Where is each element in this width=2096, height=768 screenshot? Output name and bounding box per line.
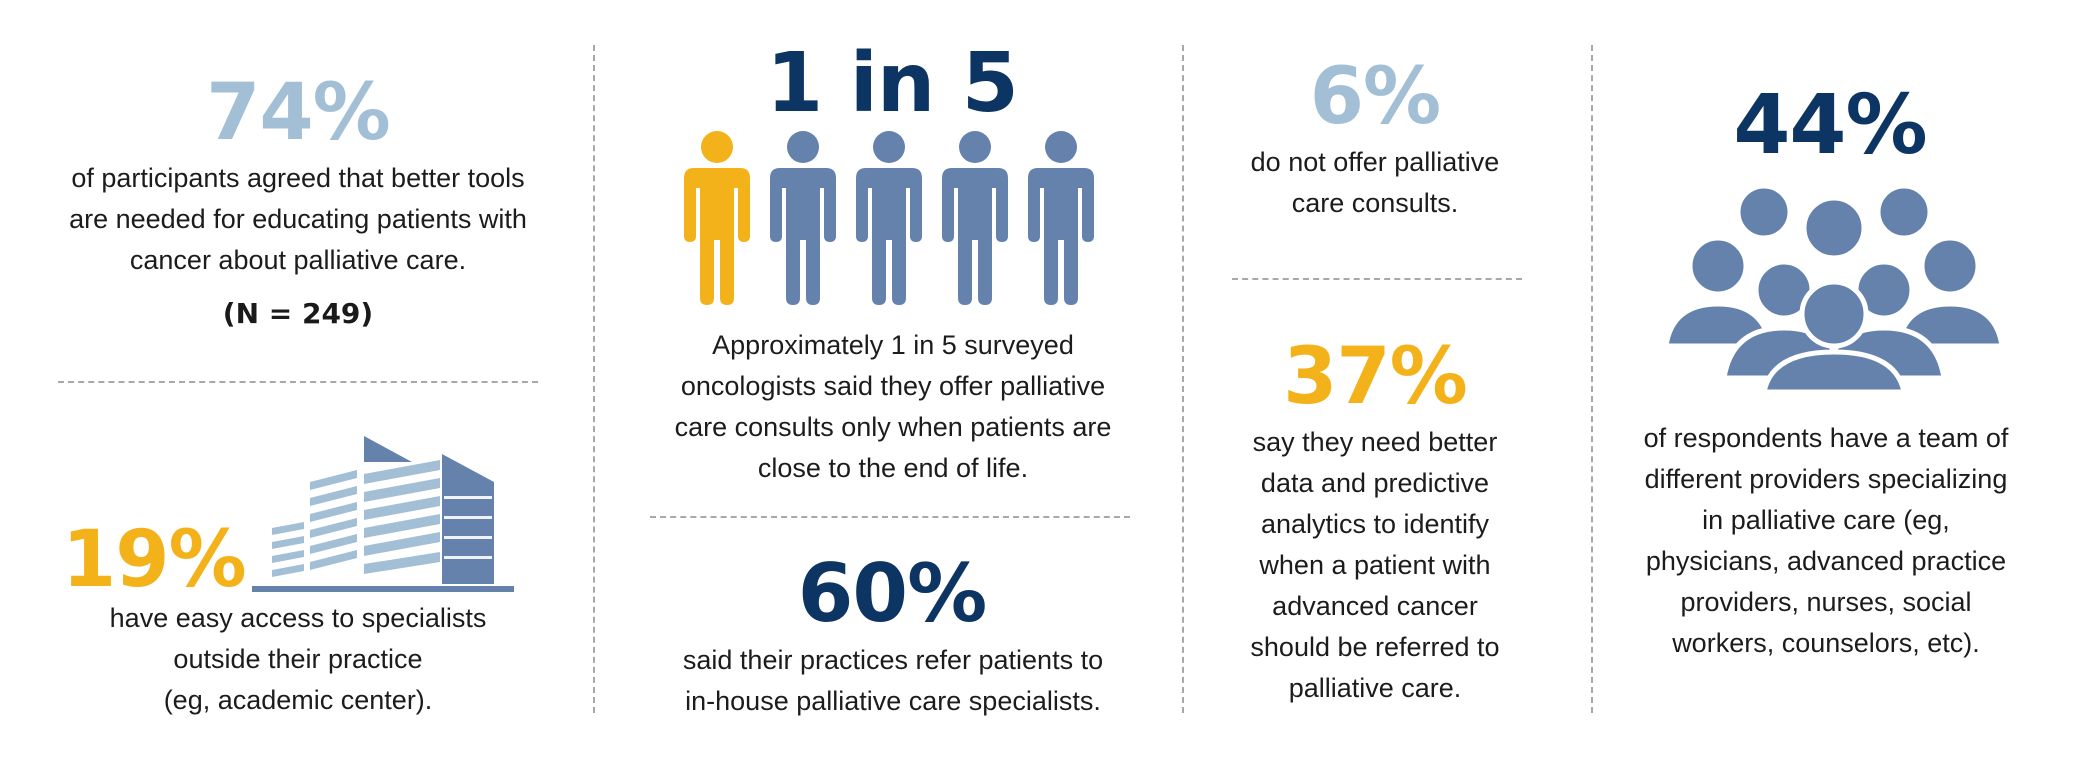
stat-74-percent: 74%	[206, 68, 391, 158]
column-divider-1	[593, 45, 595, 713]
specialist-access-text: have easy access to specialists outside …	[109, 603, 487, 715]
panel3-divider	[1232, 278, 1522, 280]
person-icon	[942, 131, 1008, 305]
person-icon-highlighted	[684, 131, 750, 305]
team-of-providers-text: of respondents have a team of different …	[1643, 423, 2009, 658]
person-icon	[856, 131, 922, 305]
panel2-divider	[650, 516, 1130, 518]
stat-1-in-5: 1 in 5	[766, 36, 1019, 131]
office-building-icon	[252, 436, 514, 592]
end-of-life-consults-text: Approximately 1 in 5 surveyed oncologist…	[674, 330, 1112, 483]
sample-size-label: (N = 249)	[222, 297, 374, 330]
group-of-people-icon	[1663, 183, 2005, 395]
in-house-referral-text: said their practices refer patients to i…	[682, 645, 1104, 716]
stat-44-percent: 44%	[1733, 78, 1927, 173]
person-icon-row	[684, 131, 1094, 305]
stat-6-percent: 6%	[1309, 52, 1441, 142]
stat-19-percent: 19%	[62, 515, 247, 605]
column-divider-3	[1591, 45, 1593, 713]
person-icon	[1028, 131, 1094, 305]
column-divider-2	[1182, 45, 1184, 713]
no-consults-text: do not offer palliative care consults.	[1250, 147, 1500, 218]
tools-needed-text: of participants agreed that better tools…	[69, 163, 527, 275]
panel1-divider	[58, 381, 538, 383]
person-icon	[770, 131, 836, 305]
predictive-analytics-text: say they need better data and predictive…	[1250, 427, 1500, 703]
stat-60-percent: 60%	[797, 547, 987, 640]
stat-37-percent: 37%	[1283, 332, 1468, 422]
